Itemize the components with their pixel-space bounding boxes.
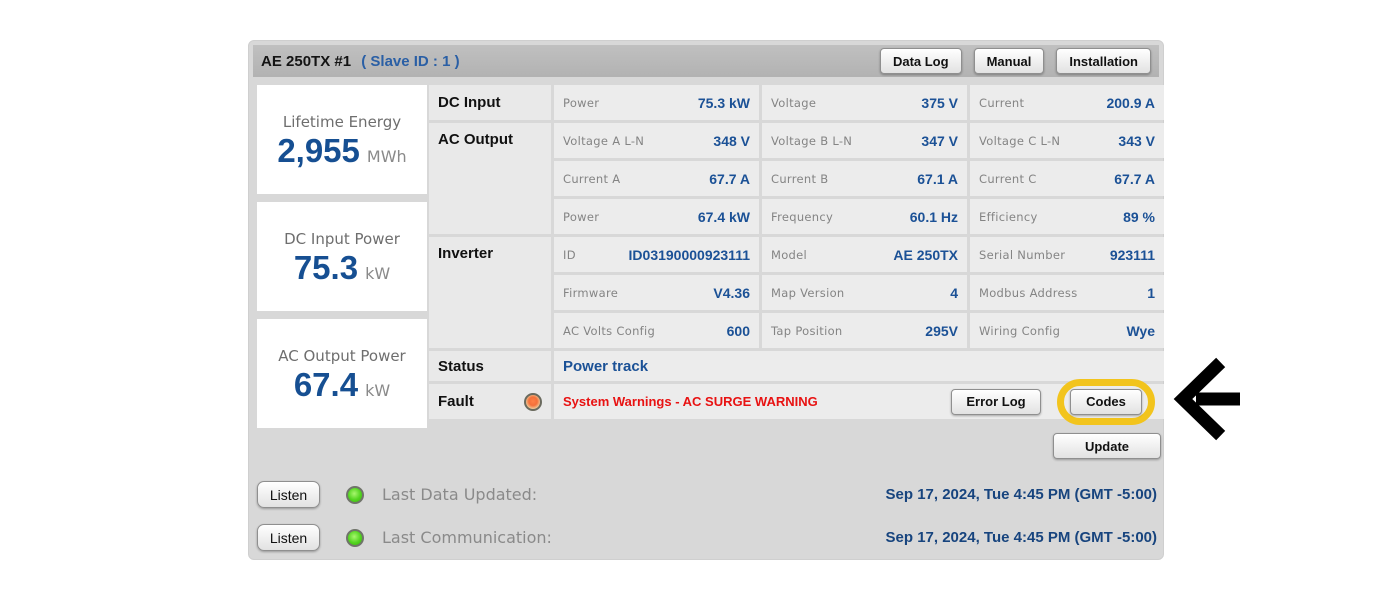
- card-label: DC Input Power: [284, 229, 400, 248]
- installation-button[interactable]: Installation: [1056, 48, 1151, 74]
- fault-led-icon: [524, 392, 542, 411]
- annotation-arrow-icon: [1173, 357, 1240, 441]
- dc-input-power-value: 75.3: [293, 248, 359, 286]
- cell-current-b: Current B 67.1 A: [762, 161, 967, 196]
- last-data-updated-timestamp: Sep 17, 2024, Tue 4:45 PM (GMT -5:00): [885, 486, 1157, 503]
- inverter-model-title: AE 250TX #1: [261, 52, 352, 70]
- cell-voltage-c: Voltage C L-N 343 V: [970, 123, 1164, 158]
- ac-output-power-value: 67.4: [293, 365, 359, 403]
- cell-tap-position: Tap Position 295V: [762, 313, 967, 348]
- codes-highlight-ring: Codes: [1057, 378, 1155, 425]
- cell-voltage-a: Voltage A L-N 348 V: [554, 123, 759, 158]
- toolbar: Data Log Manual Installation: [879, 48, 1151, 74]
- last-data-updated-row: Listen Last Data Updated: Sep 17, 2024, …: [257, 481, 1157, 508]
- data-status-led-icon: [346, 485, 364, 504]
- fault-label: Fault: [438, 393, 474, 410]
- cell-ac-volts-config: AC Volts Config 600: [554, 313, 759, 348]
- listen-data-button[interactable]: Listen: [257, 481, 320, 508]
- fault-message: System Warnings - AC SURGE WARNING: [563, 394, 818, 409]
- cell-frequency: Frequency 60.1 Hz: [762, 199, 967, 234]
- codes-button[interactable]: Codes: [1070, 388, 1142, 415]
- last-communication-timestamp: Sep 17, 2024, Tue 4:45 PM (GMT -5:00): [885, 529, 1157, 546]
- title-bar: AE 250TX #1 ( Slave ID : 1 ) Data Log Ma…: [253, 45, 1159, 77]
- section-fault: Fault: [429, 384, 551, 419]
- cell-efficiency: Efficiency 89 %: [970, 199, 1164, 234]
- dc-input-power-card: DC Input Power 75.3 kW: [257, 202, 427, 311]
- listen-communication-button[interactable]: Listen: [257, 524, 320, 551]
- ac-output-power-card: AC Output Power 67.4 kW: [257, 319, 427, 428]
- update-button[interactable]: Update: [1053, 433, 1161, 459]
- page-title: AE 250TX #1 ( Slave ID : 1 ): [261, 53, 460, 70]
- cell-ac-power: Power 67.4 kW: [554, 199, 759, 234]
- cell-dc-voltage: Voltage 375 V: [762, 85, 967, 120]
- cell-inverter-id: ID ID03190000923111: [554, 237, 759, 272]
- card-label: Lifetime Energy: [282, 112, 402, 131]
- lifetime-energy-card: Lifetime Energy 2,955 MWh: [257, 85, 427, 194]
- manual-button[interactable]: Manual: [973, 48, 1045, 74]
- summary-cards: Lifetime Energy 2,955 MWh DC Input Power…: [257, 85, 427, 428]
- status-cell: Power track: [554, 351, 1164, 381]
- cell-wiring-config: Wiring Config Wye: [970, 313, 1164, 348]
- dc-input-power-unit: kW: [365, 263, 391, 283]
- data-log-button[interactable]: Data Log: [879, 48, 962, 74]
- last-communication-row: Listen Last Communication: Sep 17, 2024,…: [257, 524, 1157, 551]
- cell-dc-power: Power 75.3 kW: [554, 85, 759, 120]
- status-value: Power track: [563, 357, 649, 375]
- cell-serial-number: Serial Number 923111: [970, 237, 1164, 272]
- last-communication-label: Last Communication:: [382, 528, 552, 547]
- fault-cell: System Warnings - AC SURGE WARNING Error…: [554, 378, 1164, 425]
- cell-firmware: Firmware V4.36: [554, 275, 759, 310]
- cell-current-a: Current A 67.7 A: [554, 161, 759, 196]
- cell-model: Model AE 250TX: [762, 237, 967, 272]
- cell-dc-current: Current 200.9 A: [970, 85, 1164, 120]
- cell-voltage-b: Voltage B L-N 347 V: [762, 123, 967, 158]
- card-label: AC Output Power: [278, 346, 406, 365]
- slave-id-label: ( Slave ID : 1 ): [361, 52, 460, 70]
- cell-current-c: Current C 67.7 A: [970, 161, 1164, 196]
- section-ac-output: AC Output: [429, 123, 551, 234]
- fault-buttons: Error Log Codes: [951, 378, 1155, 425]
- error-log-button[interactable]: Error Log: [951, 388, 1041, 415]
- section-status: Status: [429, 351, 551, 381]
- ac-output-power-unit: kW: [365, 380, 391, 400]
- cell-modbus-address: Modbus Address 1: [970, 275, 1164, 310]
- section-dc-input: DC Input: [429, 85, 551, 120]
- section-inverter: Inverter: [429, 237, 551, 348]
- telemetry-table: DC Input AC Output Inverter Status Fault…: [429, 85, 1164, 425]
- cell-map-version: Map Version 4: [762, 275, 967, 310]
- lifetime-energy-value: 2,955: [277, 131, 360, 169]
- communication-status-led-icon: [346, 528, 364, 547]
- lifetime-energy-unit: MWh: [366, 146, 407, 166]
- inverter-panel: AE 250TX #1 ( Slave ID : 1 ) Data Log Ma…: [248, 40, 1164, 560]
- last-data-updated-label: Last Data Updated:: [382, 485, 538, 504]
